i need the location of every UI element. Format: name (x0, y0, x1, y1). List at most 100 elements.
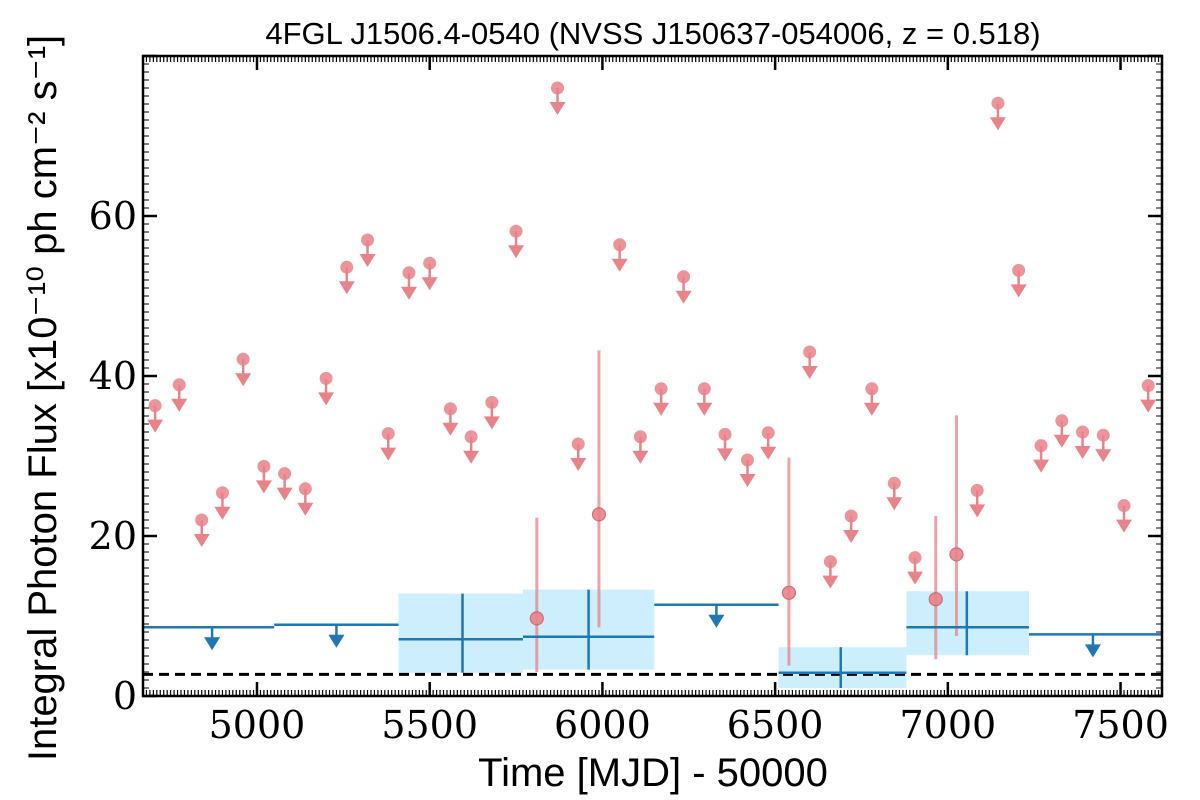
short-bin-upper-limit-point (464, 430, 478, 444)
short-bin-upper-limit-point (865, 382, 879, 396)
short-bin-upper-limit-point (908, 551, 922, 565)
short-bin-arrow-head (632, 450, 649, 464)
x-tick-label: 6000 (554, 703, 651, 747)
short-bin-upper-limit-point (633, 430, 647, 444)
short-bin-upper-limit-point (443, 402, 457, 416)
short-bin-arrow-head (255, 480, 272, 494)
x-tick-label: 5500 (381, 703, 478, 747)
short-bin-arrow-head (442, 422, 459, 436)
x-tick-label: 7000 (899, 703, 996, 747)
short-bin-arrow-head (717, 448, 734, 462)
short-bin-arrow-head (843, 530, 860, 543)
short-bin-arrow-head (297, 502, 314, 516)
short-bin-upper-limit-point (402, 266, 416, 280)
short-bin-upper-limit-point (1096, 428, 1110, 442)
short-bin-arrow-head (483, 416, 500, 430)
short-bin-upper-limit-point (1117, 499, 1131, 513)
short-bin-arrow-head (193, 534, 210, 547)
long-bin-band (398, 593, 523, 673)
long-bin-band (778, 647, 907, 688)
short-bin-upper-limit-point (257, 459, 271, 473)
short-bin-upper-limit-point (298, 482, 312, 496)
short-bin-upper-limit-point (278, 467, 292, 481)
short-bin-upper-limit-point (319, 371, 333, 385)
long-bin-arrow-head (1084, 644, 1101, 658)
short-bin-arrow-head (214, 506, 231, 520)
short-bin-upper-limit-point (509, 224, 523, 238)
short-bin-upper-limit-point (381, 427, 395, 441)
short-bin-upper-limit-point (551, 81, 565, 95)
short-bin-upper-limit-point (970, 483, 984, 497)
y-axis-label: Integral Photon Flux [x10⁻¹⁰ ph cm⁻² s⁻¹… (21, 35, 65, 761)
short-bin-upper-limit-point (1055, 414, 1069, 428)
x-axis-label: Time [MJD] - 50000 (478, 751, 828, 795)
short-bin-upper-limit-point (740, 453, 754, 467)
short-bin-upper-limit-point (1076, 425, 1090, 439)
x-tick-label: 5000 (209, 703, 306, 747)
x-tick-label: 6500 (727, 703, 824, 747)
short-bin-upper-limit-point (823, 555, 837, 569)
short-bin-arrow-head (400, 286, 417, 300)
long-bin-arrow-head (708, 614, 725, 628)
short-bin-detection-point (781, 585, 797, 600)
short-bin-arrow-head (1033, 459, 1050, 473)
y-tick-label: 0 (113, 674, 137, 718)
short-bin-upper-limit-point (361, 233, 375, 247)
short-bin-arrow-head (1010, 284, 1027, 298)
short-bin-upper-limit-point (148, 399, 162, 413)
short-bin-arrow-head (1074, 446, 1091, 459)
long-bin-arrow-head (328, 634, 345, 648)
y-tick-label: 20 (89, 514, 137, 558)
short-bin-upper-limit-point (761, 426, 775, 440)
short-bin-detection-point (928, 592, 943, 607)
short-bin-arrow-head (1116, 519, 1133, 533)
short-bin-upper-limit-point (677, 270, 691, 284)
short-bin-arrow-head (653, 402, 670, 416)
short-bin-arrow-head (318, 392, 335, 406)
x-tick-label: 7500 (1072, 703, 1169, 747)
short-bin-upper-limit-point (1012, 263, 1026, 277)
tick-labels-layer: 5000 5500 6000 6500 7000 7500 0 20 40 60 (89, 194, 1169, 747)
short-bin-arrow-head (171, 398, 188, 412)
short-bin-upper-limit-point (654, 382, 668, 396)
short-bin-upper-limit-point (236, 352, 250, 366)
short-bin-arrow-head (863, 402, 880, 416)
short-bin-arrow-head (508, 245, 525, 259)
short-bin-upper-limit-point (215, 486, 229, 500)
short-bin-upper-limit-point (1141, 379, 1155, 393)
short-bin-detection-point (529, 611, 544, 626)
short-bin-upper-limit-point (571, 437, 585, 451)
axes-layer (141, 54, 1164, 698)
short-bin-arrow-head (147, 419, 164, 433)
short-bin-arrow-head (1095, 449, 1112, 463)
short-bin-arrow-head (1140, 399, 1157, 413)
short-bin-detection-point (949, 547, 964, 562)
short-bin-arrow-head (969, 504, 986, 518)
short-bin-detection-point (591, 507, 607, 522)
short-bin-upper-limit-point (991, 96, 1005, 110)
short-bin-upper-limit-point (887, 476, 901, 490)
short-bin-arrow-head (886, 497, 903, 511)
long-bin-arrow-head (204, 637, 221, 651)
short-bin-arrow-head (380, 447, 397, 461)
short-bin-arrow-head (570, 458, 587, 471)
short-bin-arrow-head (760, 446, 777, 460)
short-bin-arrow-head (739, 474, 756, 487)
short-bin-upper-limit-point (340, 260, 354, 274)
short-bin-upper-limit-point (613, 238, 627, 252)
short-bin-upper-limit-point (1034, 439, 1048, 453)
short-bin-arrow-head (421, 277, 438, 291)
short-bin-arrow-head (235, 373, 252, 387)
short-bin-upper-limit-point (718, 427, 732, 441)
y-tick-label: 40 (89, 354, 137, 398)
short-bin-arrow-head (338, 281, 355, 295)
short-bin-arrow-head (611, 258, 628, 272)
short-bin-arrow-head (359, 254, 376, 267)
short-bin-arrow-head (549, 102, 566, 115)
y-tick-label: 60 (89, 194, 137, 238)
short-bin-upper-limit-point (423, 256, 437, 270)
short-bin-arrow-head (463, 450, 480, 464)
short-bin-arrow-head (822, 575, 839, 589)
short-bin-upper-limit-point (697, 382, 711, 396)
